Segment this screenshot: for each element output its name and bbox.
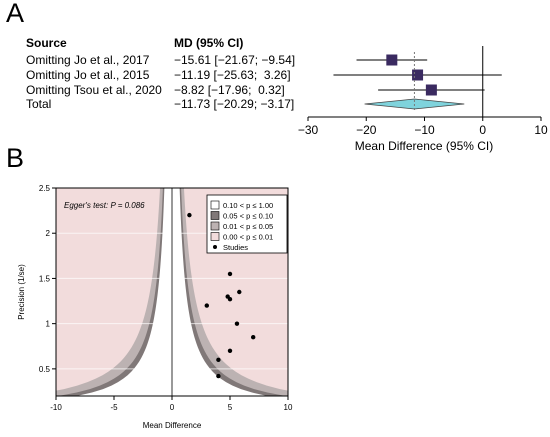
y-tick-label: 1 (46, 320, 51, 329)
study-label: Omitting Jo et al., 2017 (26, 53, 150, 67)
x-tick-label: 10 (534, 123, 548, 137)
study-ci-text: −11.19 [−25.63; 3.26] (174, 68, 291, 82)
study-point (251, 335, 256, 340)
legend-swatch (210, 211, 220, 220)
x-tick-label: 10 (284, 403, 293, 412)
y-tick-label: 2 (46, 229, 51, 238)
study-point (237, 289, 242, 295)
study-point (204, 303, 209, 308)
study-point (227, 348, 233, 353)
x-tick-label: 5 (228, 403, 233, 412)
x-tick-label: −30 (298, 123, 319, 137)
panel-b-label: B (6, 143, 25, 173)
study-ci-text: −15.61 [−21.67; −9.54] (174, 53, 295, 67)
legend-label: 0.10 < p ≤ 1.00 (223, 201, 273, 210)
egger-annotation: Egger's test: P = 0.086 (64, 201, 145, 210)
panel-a-label: A (6, 0, 25, 28)
header-source: Source (26, 36, 67, 50)
study-label: Omitting Jo et al., 2015 (26, 68, 150, 82)
total-ci-text: −11.73 [−20.29; −3.17] (174, 97, 294, 111)
x-tick-label: 0 (170, 403, 175, 412)
y-tick-label: 2.5 (39, 184, 51, 193)
study-point (216, 357, 221, 363)
legend-label: 0.00 < p ≤ 0.01 (223, 233, 273, 242)
forest-plot: Source MD (95% CI) Omitting Jo et al., 2… (26, 36, 548, 153)
legend-studies-marker (213, 245, 217, 249)
study-point (227, 297, 233, 302)
effect-square (412, 69, 424, 81)
effect-square (386, 54, 398, 66)
legend-swatch (210, 221, 220, 231)
study-ci-text: −8.82 [−17.96; 0.32] (174, 83, 285, 97)
y-tick-label: 0.5 (39, 365, 51, 374)
legend-swatch (210, 232, 220, 241)
funnel-plot: -10 -5 0 5 10 0.5 1 1.5 2 2.5 Mean Difference Preci… (17, 184, 293, 430)
legend-label: Studies (223, 243, 248, 252)
x-tick-label: 0 (479, 123, 486, 137)
legend-label: 0.05 < p ≤ 0.10 (223, 212, 273, 221)
funnel-legend (206, 194, 288, 254)
funnel-xlabel: Mean Difference (143, 421, 202, 430)
x-tick-label: −10 (414, 123, 435, 137)
legend-label: 0.01 < p ≤ 0.05 (223, 222, 273, 231)
forest-xlabel: Mean Difference (95% CI) (355, 139, 494, 153)
x-tick-label: -5 (110, 403, 118, 412)
x-tick-label: -10 (50, 403, 62, 412)
study-point (216, 373, 221, 379)
total-label: Total (26, 97, 51, 111)
effect-square (425, 84, 437, 96)
funnel-ylabel: Precision (1/se) (17, 264, 26, 320)
x-tick-label: −20 (356, 123, 377, 137)
study-point (227, 271, 233, 277)
study-point (234, 321, 240, 326)
header-md: MD (95% CI) (174, 36, 243, 50)
legend-swatch (210, 200, 220, 210)
study-point (187, 212, 192, 218)
study-label: Omitting Tsou et al., 2020 (26, 83, 162, 97)
y-tick-label: 1.5 (39, 274, 51, 283)
